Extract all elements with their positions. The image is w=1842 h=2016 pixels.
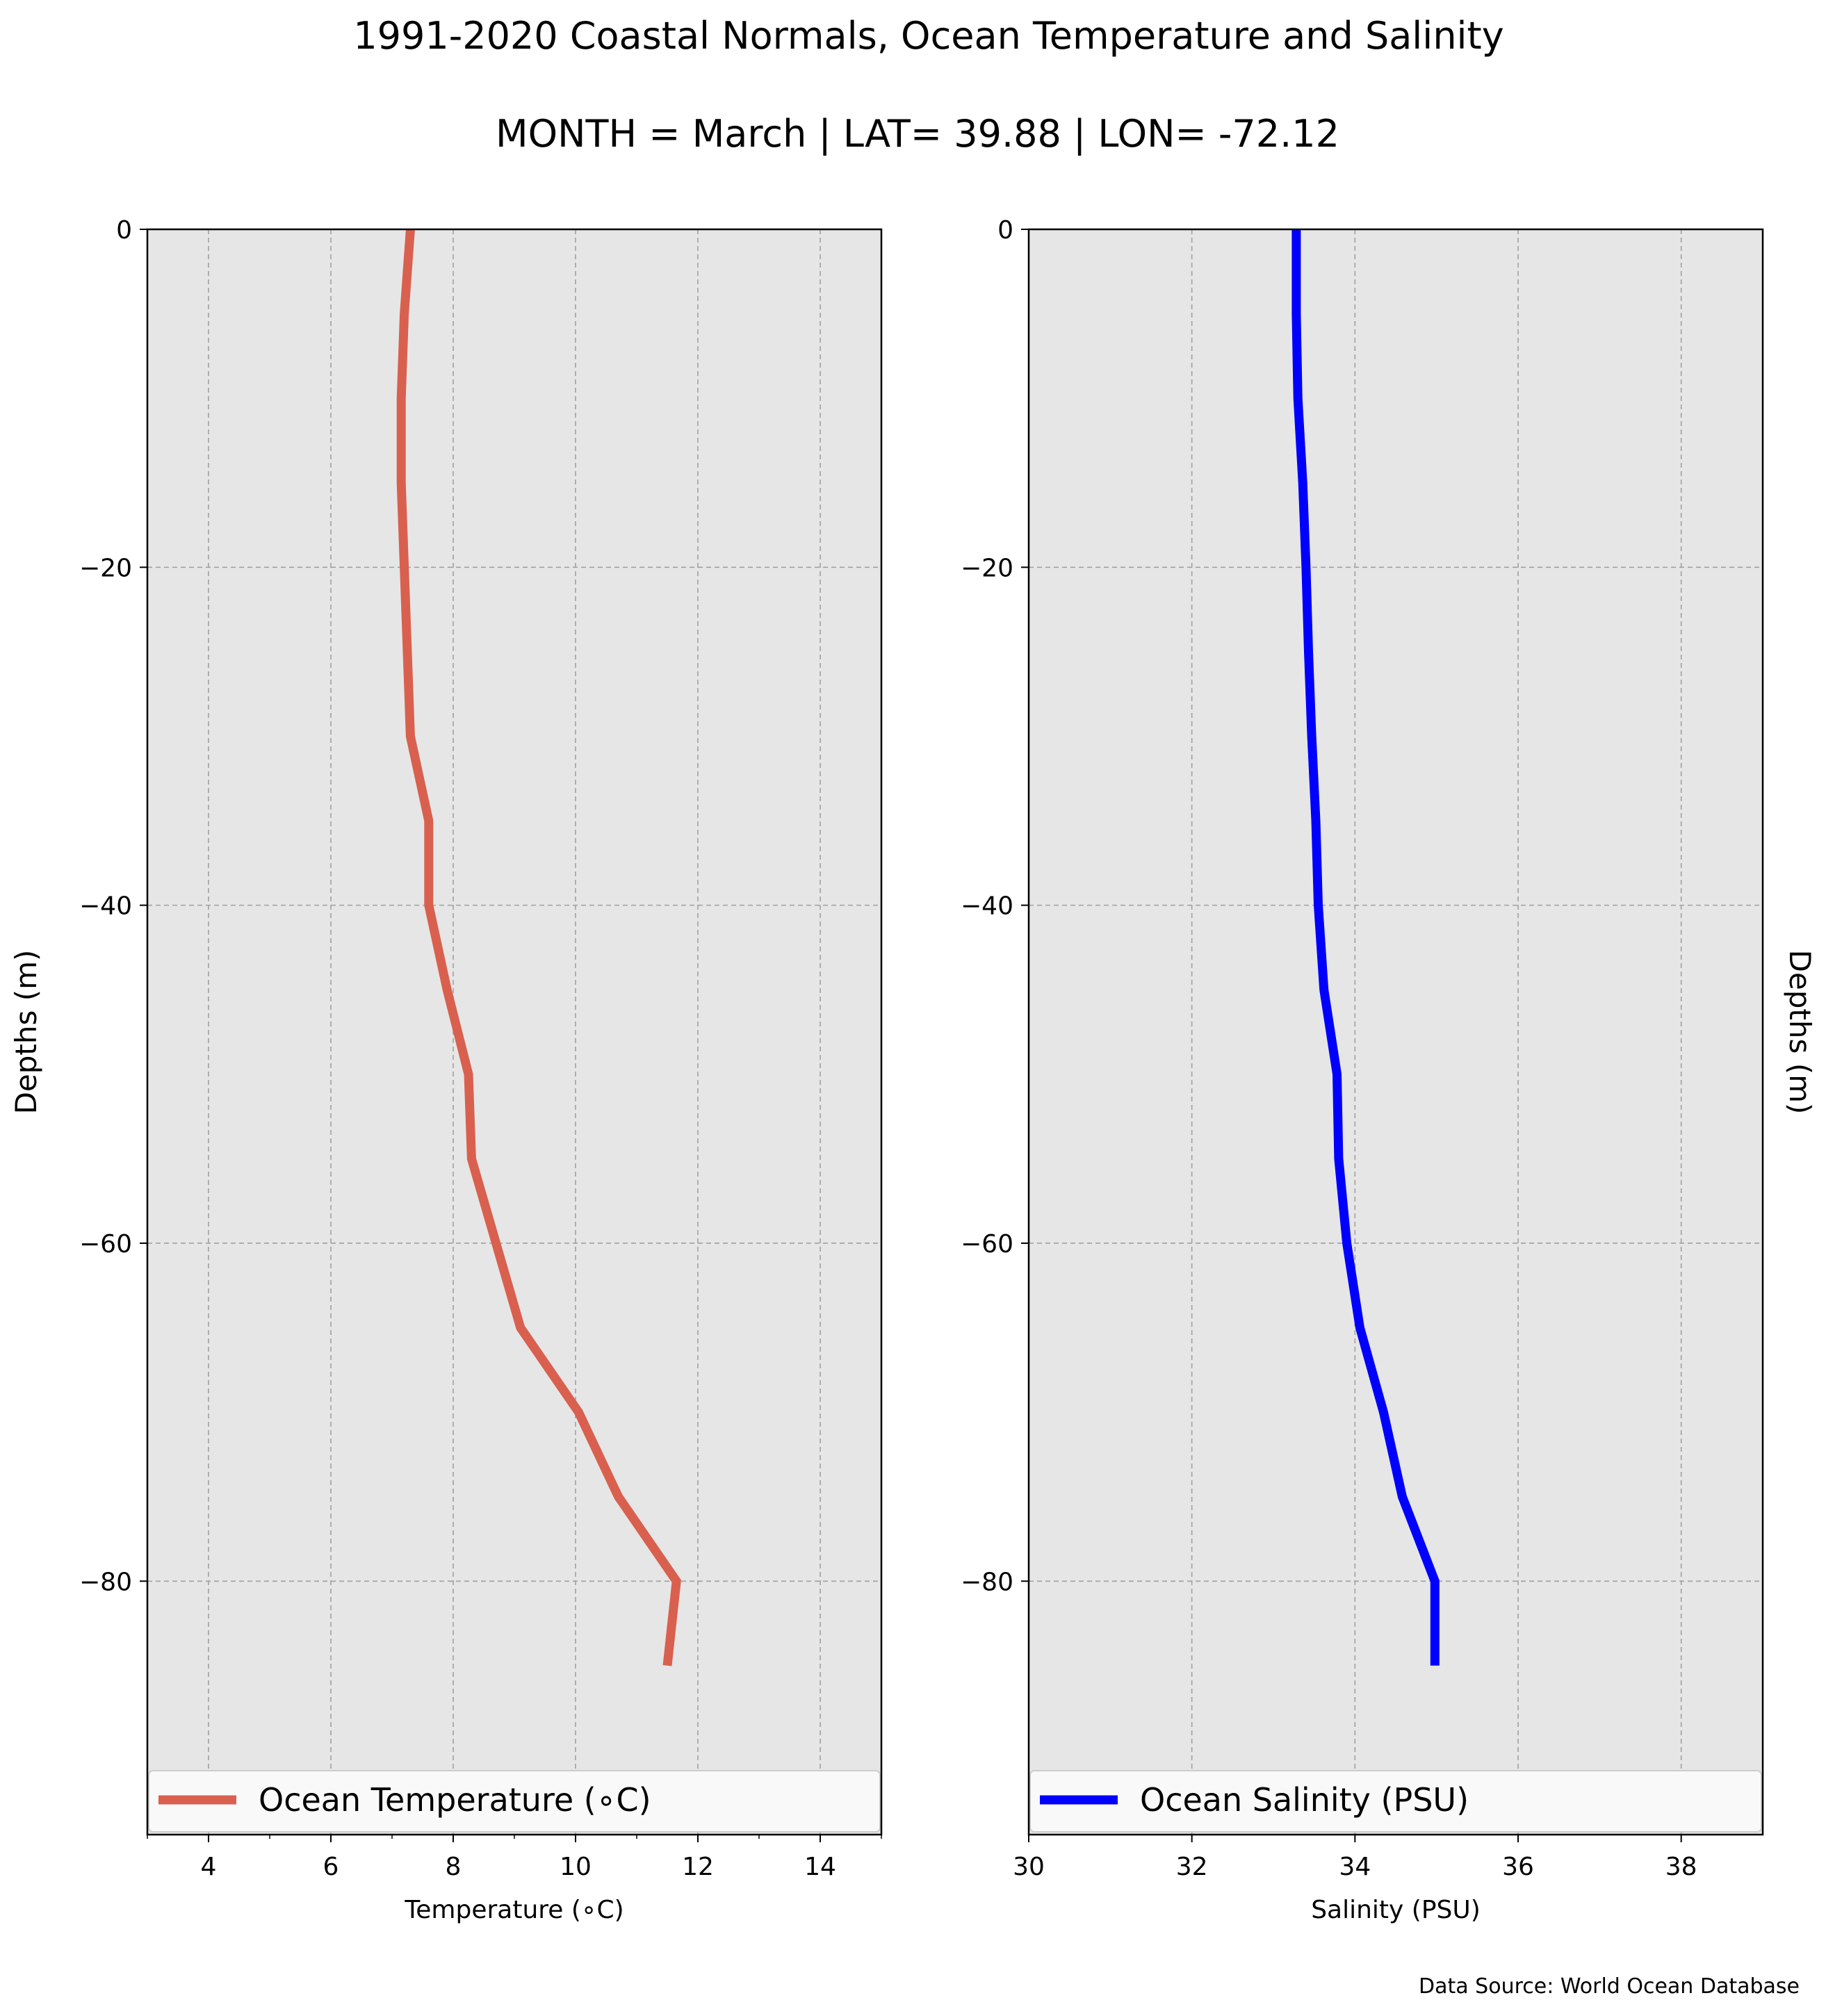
salinity-panel: 30 32 34 36 38 0 −20 −40 −60 −80 Ocean Salinity (P… xyxy=(961,216,1817,1924)
y-tick-label: −20 xyxy=(961,554,1013,582)
x-tick-label: 32 xyxy=(1176,1853,1208,1881)
salinity-x-axis-label: Salinity (PSU) xyxy=(1311,1896,1481,1924)
x-tick-label: 38 xyxy=(1665,1853,1697,1881)
chart-title: 1991-2020 Coastal Normals, Ocean Tempera… xyxy=(353,14,1503,58)
x-tick-label: 12 xyxy=(682,1853,714,1881)
y-tick-label: −60 xyxy=(79,1230,132,1259)
x-tick-label: 34 xyxy=(1339,1853,1371,1881)
x-tick-label: 30 xyxy=(1013,1853,1045,1881)
y-tick-label: −20 xyxy=(79,554,132,582)
chart-subtitle: MONTH = March | LAT= 39.88 | LON= -72.12 xyxy=(496,112,1339,156)
x-tick-label: 8 xyxy=(446,1853,462,1881)
y-tick-label: −80 xyxy=(961,1568,1013,1596)
salinity-y-axis-label: Depths (m) xyxy=(1783,950,1817,1115)
y-tick-label: −40 xyxy=(961,892,1013,921)
x-tick-label: 6 xyxy=(323,1853,339,1881)
x-tick-label: 4 xyxy=(201,1853,217,1881)
y-tick-label: −40 xyxy=(79,892,132,921)
x-tick-label: 36 xyxy=(1502,1853,1534,1881)
temperature-legend: Ocean Temperature (∘C) xyxy=(148,1770,881,1833)
temperature-axes-frame xyxy=(146,228,883,1836)
legend-box xyxy=(148,1770,881,1833)
temperature-plot-area xyxy=(147,229,881,1835)
salinity-legend: Ocean Salinity (PSU) xyxy=(1029,1770,1762,1833)
y-tick-label: −80 xyxy=(79,1568,132,1596)
legend-box xyxy=(1029,1770,1762,1833)
temperature-x-axis-label: Temperature (∘C) xyxy=(404,1896,623,1924)
temperature-y-axis-label: Depths (m) xyxy=(9,950,43,1115)
legend-label: Ocean Temperature (∘C) xyxy=(259,1781,651,1819)
salinity-profile-line xyxy=(1291,229,1440,1666)
x-tick-label: 14 xyxy=(804,1853,836,1881)
y-tick-label: −60 xyxy=(961,1230,1013,1259)
salinity-plot-area xyxy=(1029,229,1763,1835)
data-source-note: Data Source: World Ocean Database xyxy=(1419,1974,1800,1999)
y-tick-label: 0 xyxy=(116,216,132,245)
x-tick-label: 10 xyxy=(560,1853,592,1881)
legend-label: Ocean Salinity (PSU) xyxy=(1140,1781,1469,1819)
temperature-profile-line xyxy=(396,229,681,1666)
salinity-axes-frame xyxy=(1027,228,1764,1836)
temperature-panel: 4 6 8 10 12 14 0 −20 −40 −60 −80 Ocean Temperature … xyxy=(9,216,883,1924)
y-tick-label: 0 xyxy=(997,216,1013,245)
